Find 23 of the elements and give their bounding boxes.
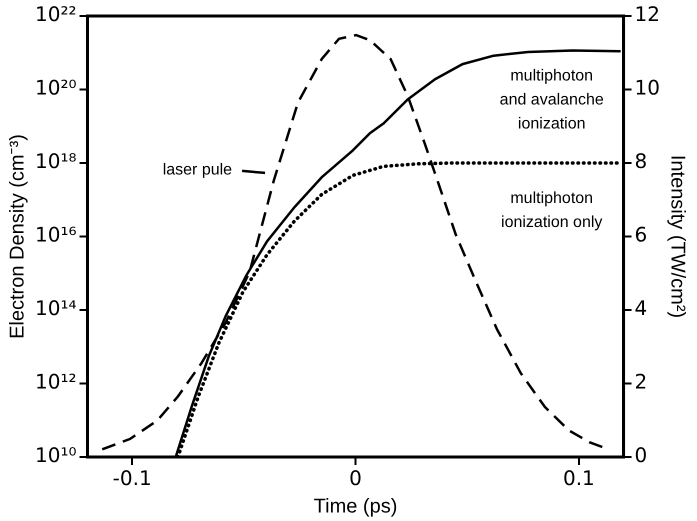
y-tick-label: 10¹⁶ — [35, 222, 76, 247]
y-tick-label: 10¹⁴ — [35, 296, 76, 320]
y-tick-label: 10¹⁰ — [35, 443, 76, 468]
x-tick-label: 0.1 — [562, 466, 595, 490]
y2-axis-title: Intensity (TW/cm²) — [666, 154, 688, 318]
y-tick-label: 10¹⁸ — [35, 149, 76, 174]
y-tick-label: 10¹² — [35, 370, 76, 394]
annotation: multiphoton ionization only — [501, 190, 602, 231]
y-tick-label: 10²² — [35, 2, 76, 26]
x-tick-label: -0.1 — [112, 466, 152, 490]
x-tick-label: 0 — [349, 466, 362, 490]
x-axis-title: Time (ps) — [314, 496, 398, 518]
y2-tick-label: 12 — [634, 2, 660, 26]
annotation: multiphoton and avalanche ionization — [500, 68, 604, 133]
y2-tick-label: 10 — [634, 76, 660, 100]
y2-tick-label: 0 — [634, 443, 648, 468]
annotation: laser pule — [162, 161, 232, 178]
y2-tick-label: 8 — [634, 149, 648, 174]
y-axis-title: Electron Density (cm⁻³) — [6, 134, 29, 339]
y2-tick-label: 6 — [634, 222, 648, 247]
y2-tick-label: 2 — [634, 370, 648, 394]
y-tick-label: 10²⁰ — [35, 76, 76, 100]
y2-tick-label: 4 — [634, 296, 648, 320]
